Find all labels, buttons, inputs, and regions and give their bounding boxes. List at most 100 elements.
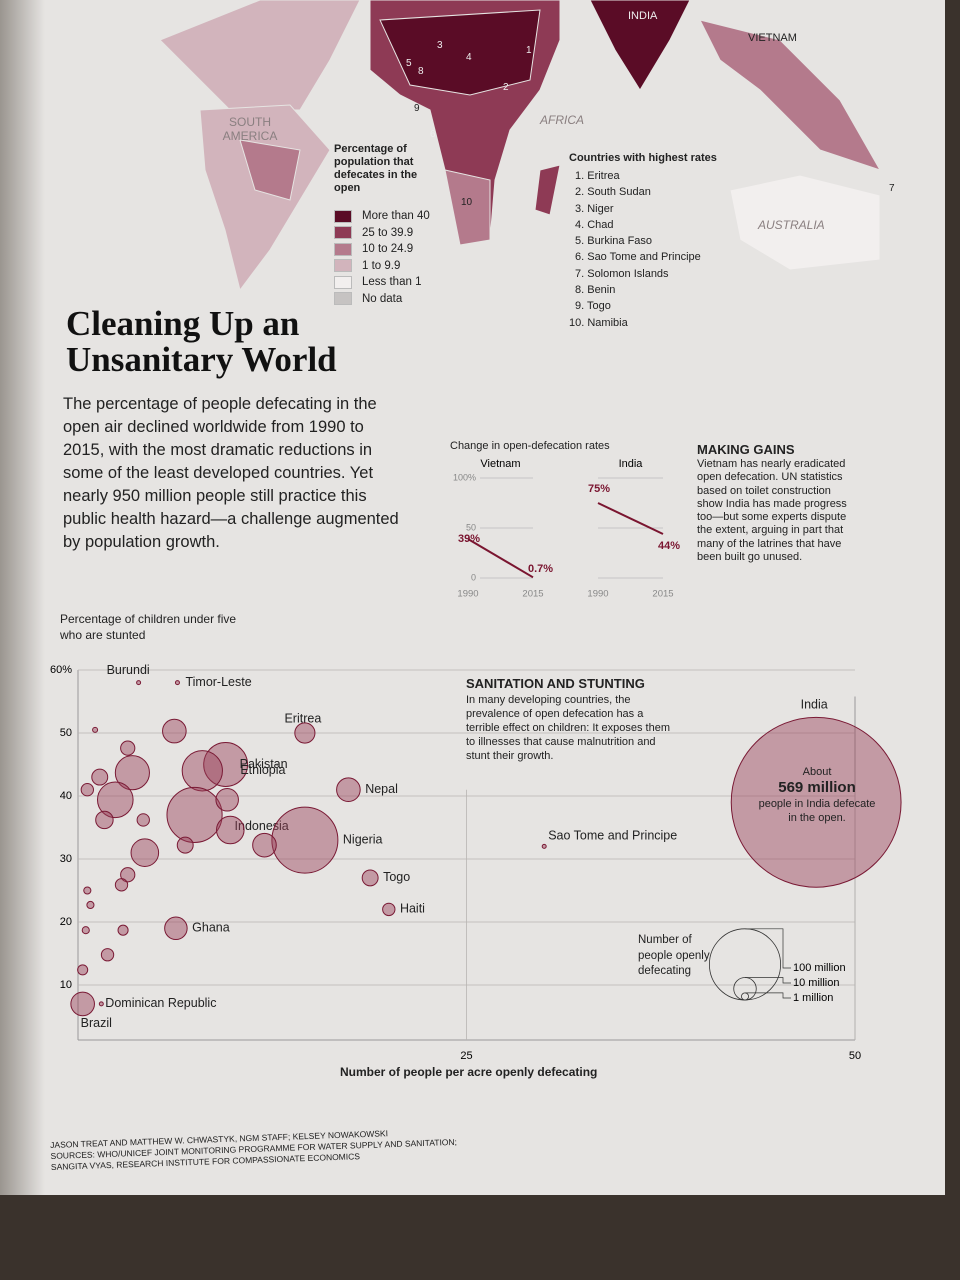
bubble	[541, 843, 547, 849]
y-tick-label: 30	[60, 853, 72, 865]
list-title: Countries with highest rates	[569, 152, 717, 164]
legend-label: More than 40	[362, 210, 430, 223]
x-axis-label: Number of people per acre openly defecat…	[340, 1065, 598, 1079]
legend-row: 1 to 9.9	[334, 258, 430, 275]
list-item: 5. Burkina Faso	[575, 235, 653, 248]
y-tick-label: 10	[60, 979, 72, 991]
value-label: 44%	[658, 540, 680, 552]
legend-label: Less than 1	[362, 276, 422, 289]
list-item: 9. Togo	[575, 300, 611, 313]
rank-marker: 10	[461, 197, 473, 208]
value-label: 0.7%	[528, 563, 553, 575]
map-label: SOUTH AMERICA	[222, 115, 278, 143]
bubble	[215, 788, 239, 812]
y-tick-label: 0	[471, 572, 476, 582]
bubble	[216, 815, 245, 845]
bubble	[114, 755, 150, 791]
legend-swatch	[334, 226, 352, 240]
india	[589, 0, 691, 91]
bubble-label: Togo	[383, 870, 410, 884]
rank-marker: 3	[437, 40, 443, 51]
rank-marker: 5	[406, 58, 412, 69]
dek: The percentage of people defecating in t…	[63, 395, 399, 551]
list-item: 4. Chad	[575, 218, 614, 231]
legend-row: No data	[334, 291, 430, 308]
bubble	[166, 786, 223, 843]
bubble	[294, 722, 316, 744]
y-tick-label: 50	[60, 727, 72, 739]
bubble	[252, 832, 277, 858]
line-chart-title: Change in open-defecation rates	[450, 440, 610, 452]
southern-africa	[444, 169, 491, 246]
y-tick-label: 60%	[50, 664, 72, 676]
bubble-chart-note: In many developing countries, the preval…	[466, 694, 671, 762]
bubble	[181, 750, 223, 792]
list-item: 8. Benin	[575, 284, 616, 297]
bubble-label: Ethiopia	[240, 763, 285, 777]
bubble	[80, 783, 94, 797]
sidebar-text: Vietnam has nearly eradicated open defec…	[697, 458, 847, 564]
y-tick-label: 40	[60, 790, 72, 802]
rank-marker: 2	[503, 82, 509, 93]
bubble-label: Ghana	[192, 921, 230, 935]
legend-label: 25 to 39.9	[362, 226, 414, 239]
bubble	[203, 742, 249, 787]
size-legend-label: 1 million	[793, 992, 833, 1004]
x-tick-label: 50	[849, 1050, 861, 1062]
australia	[729, 174, 881, 271]
bubble	[86, 900, 95, 910]
bubble-label: Burundi	[107, 663, 150, 677]
size-legend-leader	[745, 992, 791, 999]
bubble	[136, 680, 142, 686]
size-legend-title: Number of people openly defecating	[638, 934, 710, 977]
x-tick-label: 1990	[457, 589, 478, 600]
size-legend-label: 10 million	[793, 977, 839, 989]
x-tick-label: 2015	[522, 589, 543, 600]
rank-marker: 1	[526, 45, 532, 56]
bubble-label: Dominican Republic	[105, 996, 216, 1010]
bubble	[83, 886, 92, 895]
bubble	[70, 991, 95, 1017]
bubble	[92, 726, 99, 733]
annotation-figure: 569 million	[778, 779, 856, 796]
bubble	[91, 768, 109, 786]
bubble	[162, 718, 187, 744]
x-tick-label: 25	[460, 1050, 472, 1062]
legend-swatch	[334, 259, 352, 273]
bubble	[81, 926, 90, 935]
bubble	[174, 680, 180, 686]
value-label: 75%	[588, 483, 610, 495]
legend-swatch	[334, 209, 352, 223]
legend-label: 10 to 24.9	[362, 243, 414, 256]
list-item: 6. Sao Tome and Principe	[575, 251, 701, 264]
rank-marker: 6	[430, 129, 436, 140]
bubble-label: Timor-Leste	[185, 675, 251, 689]
headline: Cleaning Up an Unsanitary World	[66, 304, 337, 379]
bubble	[98, 1001, 104, 1007]
bubble-chart-title: SANITATION AND STUNTING	[466, 676, 645, 691]
map-label: AFRICA	[540, 113, 585, 127]
madagascar	[534, 164, 561, 216]
y-tick-label: 100%	[453, 472, 476, 482]
rank-marker: 7	[889, 183, 895, 194]
bubble	[77, 964, 89, 976]
rank-marker: 8	[418, 66, 424, 77]
bubble	[117, 924, 129, 936]
map-legend: More than 40 25 to 39.9 10 to 24.9 1 to 9.9…	[334, 208, 430, 307]
highest-rates-list: 1. Eritrea 2. South Sudan 3. Niger 4. Chad 5…	[569, 168, 701, 331]
bubble	[336, 777, 361, 803]
map-label: INDIA	[628, 10, 658, 22]
africa-sahel	[379, 9, 541, 96]
panel-title: India	[619, 458, 644, 470]
y-tick-label: 20	[60, 916, 72, 928]
list-item: 2. South Sudan	[575, 186, 651, 199]
x-tick-label: 1990	[587, 589, 608, 600]
southeast-asia	[699, 19, 882, 171]
legend-row: 10 to 24.9	[334, 241, 430, 258]
bubble-label: Brazil	[81, 1016, 112, 1030]
legend-swatch	[334, 292, 352, 306]
panel-title: Vietnam	[480, 458, 520, 470]
annotation-lead: About	[802, 766, 832, 778]
